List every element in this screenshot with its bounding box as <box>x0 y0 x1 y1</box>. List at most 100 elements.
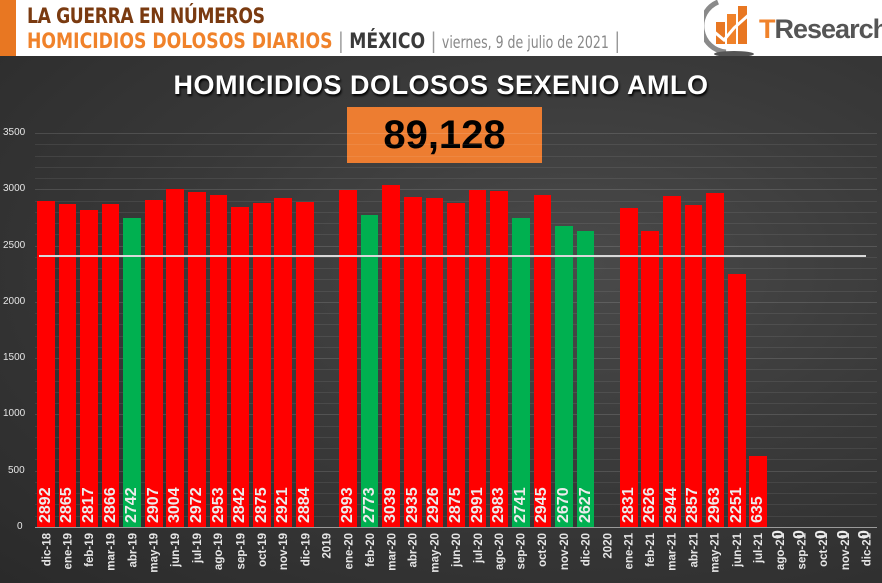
bar-ago-20: 2983 <box>490 191 509 527</box>
x-axis-tick-label: dic-20 <box>580 533 593 567</box>
x-axis-tick-label: oct-20 <box>537 533 550 567</box>
x-axis-tick-label: dic-19 <box>299 533 312 567</box>
x-axis-tick-label: abr-19 <box>127 533 140 568</box>
bar-abr-21: 2857 <box>684 205 703 527</box>
x-axis-tick-label: ago-21 <box>774 533 787 571</box>
bar-dic-18: 2892 <box>37 201 55 527</box>
bar-feb-20: 2773 <box>361 214 379 527</box>
bar-jun-20: 2875 <box>447 203 465 527</box>
subtitle-row: HOMICIDIOS DOLOSOS DIARIOS | MÉXICO | vi… <box>27 29 620 53</box>
bar-value-label: 2251 <box>727 487 745 523</box>
bar-nov-19: 2921 <box>274 198 293 527</box>
bar-value-label: 2857 <box>684 487 702 523</box>
x-axis-tick-label: feb-21 <box>645 533 658 567</box>
x-axis-tick-label: feb-20 <box>364 533 377 567</box>
x-axis-tick-label: sep-20 <box>515 533 528 570</box>
accent-strip <box>0 0 16 56</box>
bar-abr-19: 2742 <box>123 218 141 527</box>
bar-value-label: 2741 <box>511 487 529 523</box>
x-axis-tick-label: jul-20 <box>472 533 485 564</box>
bar-value-label: 2842 <box>231 487 249 523</box>
bar-value-label: 2993 <box>339 487 357 523</box>
y-axis-tick-label: 2500 <box>3 240 26 251</box>
bar-value-label: 2921 <box>274 487 292 523</box>
bar-ago-19: 2953 <box>209 194 228 527</box>
bar-value-label: 2875 <box>252 487 270 523</box>
gridline <box>35 144 877 145</box>
bar-oct-19: 2875 <box>253 203 271 527</box>
x-axis-tick-label: 2019 <box>321 533 334 559</box>
bar-value-label: 2935 <box>403 487 421 523</box>
bar-value-label: 2627 <box>576 487 594 523</box>
x-axis-tick-label: oct-19 <box>256 533 269 567</box>
bar-dic-20: 2627 <box>577 231 595 527</box>
chart-title: HOMICIDIOS DOLOSOS SEXENIO AMLO <box>173 70 709 100</box>
bar-value-label: 2866 <box>101 487 119 523</box>
y-axis-tick-label: 500 <box>8 465 25 476</box>
series-title: LA GUERRA EN NÚMEROS <box>27 4 265 28</box>
x-axis-tick-label: may-21 <box>710 533 723 573</box>
bar-sep-20: 2741 <box>512 218 530 527</box>
gridline <box>35 133 877 134</box>
separator: | <box>337 29 344 53</box>
x-axis-tick-label: mar-19 <box>105 533 118 571</box>
x-axis-tick-label: jun-19 <box>170 533 183 567</box>
gridline <box>35 201 877 202</box>
reference-line <box>39 255 867 257</box>
bar-chart-growth-icon <box>704 0 754 56</box>
bar-jun-19: 3004 <box>166 188 185 527</box>
total-count-badge: 89,128 <box>347 107 542 163</box>
x-axis-tick-label: ago-20 <box>494 533 507 571</box>
date: viernes, 9 de julio de 2021 <box>441 33 609 53</box>
country: MÉXICO <box>349 29 426 53</box>
x-axis-tick-label: ene-20 <box>343 533 356 570</box>
logo: TResearch <box>704 0 882 56</box>
bar-mar-19: 2866 <box>102 204 120 527</box>
bar-value-label: 3039 <box>382 487 400 523</box>
bar-value-label: 635 <box>749 496 767 523</box>
bar-value-label: 2865 <box>58 487 76 523</box>
x-axis-tick-label: ago-19 <box>213 533 226 571</box>
subtitle: HOMICIDIOS DOLOSOS DIARIOS <box>27 29 333 53</box>
bar-value-label: 2670 <box>554 487 572 523</box>
bar-value-label: 2926 <box>425 487 443 523</box>
bar-ene-19: 2865 <box>58 204 77 527</box>
bar-value-label: 2953 <box>209 487 227 523</box>
bar-sep-19: 2842 <box>231 207 249 527</box>
bar-jul-19: 2972 <box>188 192 206 527</box>
bar-may-21: 2963 <box>706 193 724 527</box>
bar-jul-20: 2991 <box>469 190 487 527</box>
x-axis-tick-label: sep-19 <box>235 533 248 570</box>
bar-may-19: 2907 <box>144 199 163 527</box>
y-axis-tick-label: 2000 <box>3 296 26 307</box>
bar-jun-21: 2251 <box>727 273 746 527</box>
bar-mar-20: 3039 <box>382 184 401 527</box>
bar-value-label: 3004 <box>166 487 184 523</box>
gridline <box>35 167 877 168</box>
x-axis-tick-label: nov-19 <box>278 533 291 571</box>
x-axis-tick-label: may-19 <box>148 533 161 573</box>
bar-value-label: 2817 <box>79 487 97 523</box>
x-axis-tick-label: jul-19 <box>191 533 204 564</box>
brand-name: TResearch <box>759 14 882 44</box>
bar-value-label: 2884 <box>295 487 313 523</box>
x-axis-tick-label: oct-21 <box>818 533 831 567</box>
bar-value-label: 2991 <box>468 487 486 523</box>
bar-feb-19: 2817 <box>79 209 98 527</box>
bar-value-label: 2945 <box>533 487 551 523</box>
y-axis-tick-label: 3000 <box>3 183 26 194</box>
bar-dic-19: 2884 <box>296 202 314 527</box>
x-axis-tick-label: jun-21 <box>731 533 744 567</box>
bar-value-label: 2983 <box>490 487 508 523</box>
x-axis-tick-label: mar-20 <box>386 533 399 571</box>
bar-feb-21: 2626 <box>641 231 660 527</box>
bar-value-label: 2944 <box>662 487 680 523</box>
bar-mar-21: 2944 <box>662 195 681 527</box>
bar-value-label: 2972 <box>187 487 205 523</box>
x-axis-tick-label: abr-21 <box>688 533 701 568</box>
bar-value-label: 2907 <box>144 487 162 523</box>
bar-value-label: 2875 <box>446 487 464 523</box>
gridline <box>35 156 877 157</box>
bar-nov-20: 2670 <box>555 226 573 527</box>
header-banner: LA GUERRA EN NÚMEROS HOMICIDIOS DOLOSOS … <box>0 0 882 56</box>
